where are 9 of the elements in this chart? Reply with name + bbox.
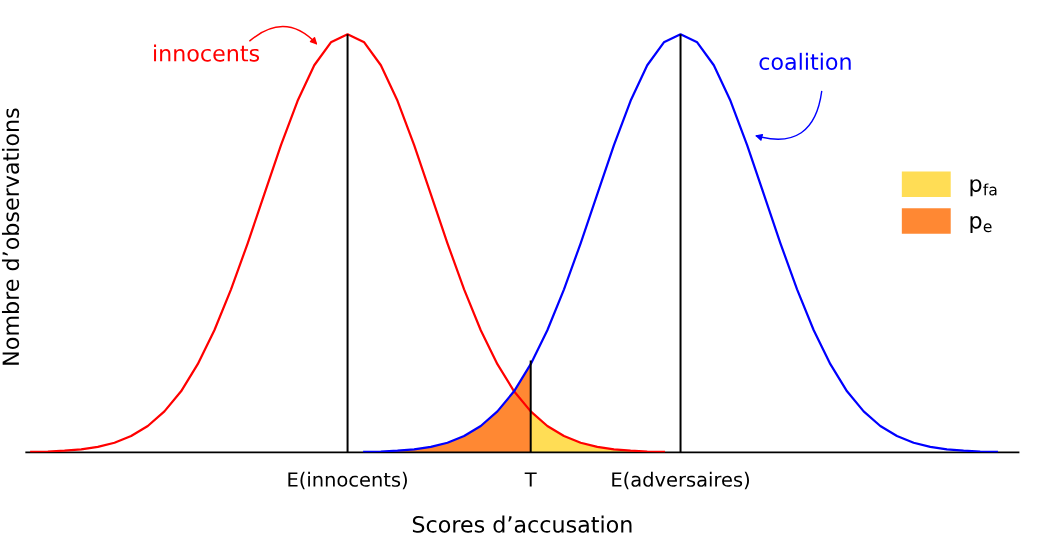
x-tick-label: E(innocents)	[288, 471, 407, 490]
x-tick-label: E(adversaires)	[612, 471, 749, 490]
x-tick-label: T	[524, 472, 537, 487]
legend-label: p$_{e}$	[970, 215, 992, 234]
text: innocents	[154, 44, 260, 62]
y-axis-title: Nombre d’observations	[1, 108, 20, 365]
series-label: coalition	[759, 52, 851, 71]
legend-label: p$_{fa}$	[970, 179, 997, 197]
x-axis-title: Scores d’accusation	[412, 515, 632, 533]
